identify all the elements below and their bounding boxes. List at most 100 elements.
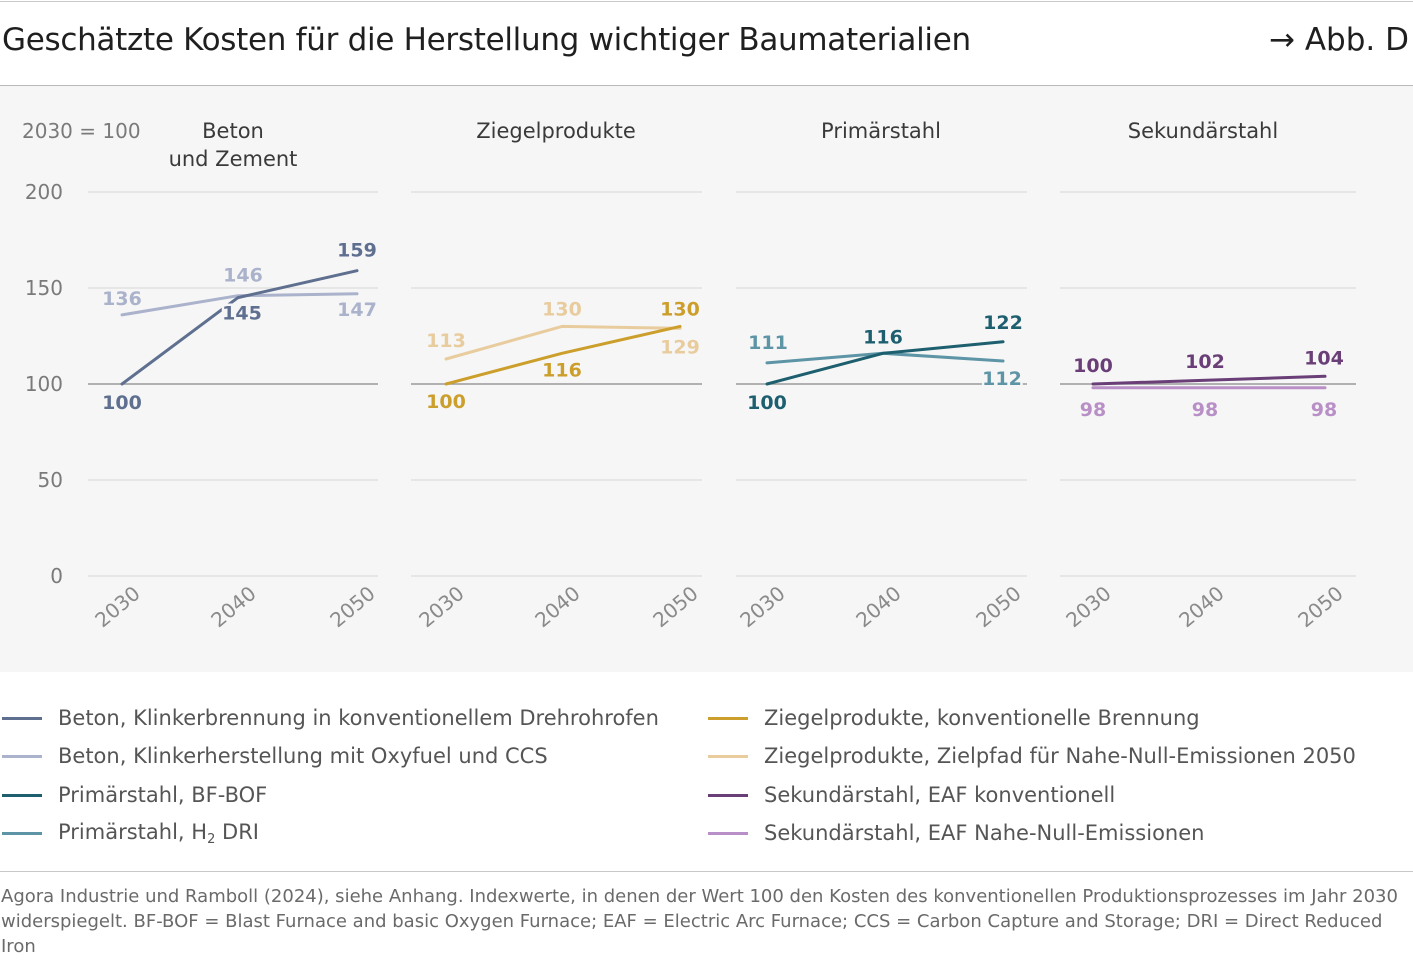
panel-title: Sekundärstahl (1128, 119, 1278, 143)
legend-item-beton-konventionell: Beton, Klinkerbrennung in konventionelle… (2, 703, 659, 733)
data-label: 130 (660, 298, 700, 320)
data-label-halo: 100 (426, 391, 466, 413)
data-label: 102 (1185, 351, 1225, 373)
legend-item-sekundaerstahl-konventionell: Sekundärstahl, EAF konventionell (708, 780, 1115, 810)
legend-swatch (2, 793, 42, 797)
data-label: 147 (337, 299, 377, 321)
legend-label-suffix: DRI (215, 819, 259, 844)
data-label: 116 (542, 359, 582, 381)
x-tick-label: 2040 (1174, 581, 1228, 632)
y-tick-label: 200 (25, 180, 63, 204)
legend-item-beton-ccs: Beton, Klinkerherstellung mit Oxyfuel un… (2, 741, 548, 771)
data-label-halo: 146 (223, 265, 263, 287)
legend-swatch (708, 793, 748, 797)
data-label-halo: 111 (748, 332, 788, 354)
data-label-halo: 147 (337, 299, 377, 321)
data-label-halo: 136 (102, 288, 142, 310)
legend-label: Ziegelprodukte, konventionelle Brennung (764, 706, 1200, 730)
data-label: 98 (1192, 399, 1218, 421)
series-line-beton_ccs (120, 292, 359, 317)
data-label: 159 (337, 240, 377, 262)
x-tick-label: 2050 (971, 581, 1025, 632)
series-line-sekundaer_konv (1091, 374, 1327, 386)
data-label-halo: 159 (337, 240, 377, 262)
legend-label: Primärstahl, H2 DRI (58, 820, 259, 847)
series-line-primaer_bfbof (765, 340, 1005, 386)
data-label-halo: 100 (102, 392, 142, 414)
data-label: 98 (1080, 399, 1106, 421)
legend-item-primaerstahl-h2-dri: Primärstahl, H2 DRI (2, 818, 259, 848)
data-label-halo: 129 (660, 336, 700, 358)
x-tick-label: 2030 (1061, 581, 1115, 632)
panel-title: Beton (202, 119, 264, 143)
legend-label: Primärstahl, BF-BOF (58, 783, 268, 807)
source-note: Agora Industrie und Ramboll (2024), sieh… (1, 886, 1398, 957)
top-divider (0, 1, 1413, 2)
legend-swatch (708, 754, 748, 758)
legend-swatch (2, 831, 42, 835)
data-label-halo: 102 (1185, 351, 1225, 373)
legend-label: Beton, Klinkerbrennung in konventionelle… (58, 706, 659, 730)
legend-item-sekundaerstahl-nahe-null: Sekundärstahl, EAF Nahe-Null-Emissionen (708, 818, 1204, 848)
y-tick-label: 0 (50, 564, 63, 588)
data-label-halo: 113 (426, 330, 466, 352)
legend-swatch (708, 831, 748, 835)
data-label: 116 (863, 326, 903, 348)
data-label-halo: 100 (747, 392, 787, 414)
data-label: 136 (102, 288, 142, 310)
series-line-ziegel_konv (444, 324, 682, 386)
data-label: 130 (542, 298, 582, 320)
chart-title: Geschätzte Kosten für die Herstellung wi… (2, 22, 971, 58)
title-divider (0, 85, 1413, 86)
legend-label-subscript: 2 (207, 831, 216, 847)
x-tick-label: 2050 (325, 581, 379, 632)
legend-label: Beton, Klinkerherstellung mit Oxyfuel un… (58, 744, 548, 768)
data-label: 100 (426, 391, 466, 413)
series-line-ziegel_null (444, 324, 682, 361)
data-label-halo: 104 (1304, 347, 1344, 369)
legend-swatch (2, 754, 42, 758)
index-note: 2030 = 100 (22, 119, 141, 143)
data-label-halo: 100 (1073, 355, 1113, 377)
legend-label-prefix: Primärstahl, H (58, 819, 208, 844)
panel-title: Primärstahl (821, 119, 941, 143)
x-tick-label: 2040 (206, 581, 260, 632)
data-label-halo: 98 (1192, 399, 1218, 421)
data-label: 145 (222, 303, 262, 325)
x-tick-label: 2030 (414, 581, 468, 632)
data-label-halo: 98 (1080, 399, 1106, 421)
legend-item-ziegel-nahe-null: Ziegelprodukte, Zielpfad für Nahe-Null-E… (708, 741, 1356, 771)
data-label-halo: 130 (542, 298, 582, 320)
data-label: 100 (102, 392, 142, 414)
footer-divider (0, 871, 1413, 872)
legend-item-primaerstahl-bfbof: Primärstahl, BF-BOF (2, 780, 267, 810)
data-label-halo: 98 (1311, 399, 1337, 421)
data-label: 113 (426, 330, 466, 352)
legend-swatch (708, 716, 748, 720)
data-label-halo: 145 (222, 303, 262, 325)
data-label-halo: 116 (542, 359, 582, 381)
data-label: 122 (983, 312, 1023, 334)
legend-swatch (2, 716, 42, 720)
y-tick-label: 50 (38, 468, 63, 492)
x-tick-label: 2050 (1293, 581, 1347, 632)
legend-label: Ziegelprodukte, Zielpfad für Nahe-Null-E… (764, 744, 1356, 768)
data-label-halo: 112 (982, 368, 1022, 390)
panel-title: und Zement (169, 147, 298, 171)
data-label: 100 (1073, 355, 1113, 377)
figure-reference[interactable]: → Abb. D (1269, 22, 1409, 58)
y-tick-label: 150 (25, 276, 63, 300)
data-label-halo: 116 (863, 326, 903, 348)
data-label: 111 (748, 332, 788, 354)
legend-item-ziegel-konventionell: Ziegelprodukte, konventionelle Brennung (708, 703, 1200, 733)
x-tick-label: 2030 (735, 581, 789, 632)
legend-label: Sekundärstahl, EAF Nahe-Null-Emissionen (764, 821, 1205, 845)
data-label-halo: 122 (983, 312, 1023, 334)
line-chart-panels: 2030 = 100 200 150 100 50 0 Beton und Zement 203… (22, 119, 1356, 632)
data-label-halo: 130 (660, 298, 700, 320)
x-tick-label: 2040 (851, 581, 905, 632)
y-tick-label: 100 (25, 372, 63, 396)
data-label: 98 (1311, 399, 1337, 421)
legend: Beton, Klinkerbrennung in konventionelle… (0, 700, 1413, 850)
data-label: 146 (223, 265, 263, 287)
